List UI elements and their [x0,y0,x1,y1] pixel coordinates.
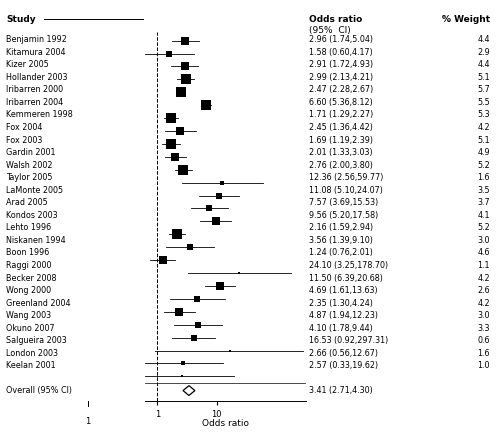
Text: 2.6: 2.6 [478,286,490,295]
Text: 1.71 (1.29,2.27): 1.71 (1.29,2.27) [309,111,373,120]
Text: 4.4: 4.4 [478,60,490,69]
Text: Odds ratio: Odds ratio [202,419,249,428]
Text: 1.0: 1.0 [478,361,490,370]
Text: 4.6: 4.6 [478,248,490,257]
Text: Arad 2005: Arad 2005 [6,198,48,207]
Text: 3.0: 3.0 [478,311,490,320]
Text: Odds ratio: Odds ratio [309,15,362,24]
Text: 4.2: 4.2 [478,123,490,132]
Text: (95%  CI): (95% CI) [309,26,351,35]
Text: 5.7: 5.7 [477,86,490,95]
Text: 6.60 (5.36,8.12): 6.60 (5.36,8.12) [309,98,373,107]
Text: Wong 2000: Wong 2000 [6,286,51,295]
Text: 7.57 (3.69,15.53): 7.57 (3.69,15.53) [309,198,378,207]
Text: 2.35 (1.30,4.24): 2.35 (1.30,4.24) [309,299,373,308]
Text: 5.5: 5.5 [477,98,490,107]
Text: 4.2: 4.2 [478,273,490,283]
Text: Fox 2004: Fox 2004 [6,123,43,132]
Text: 2.01 (1.33,3.03): 2.01 (1.33,3.03) [309,148,372,157]
Text: Iribarren 2000: Iribarren 2000 [6,86,63,95]
Text: 2.96 (1.74,5.04): 2.96 (1.74,5.04) [309,35,373,44]
Text: Salgueira 2003: Salgueira 2003 [6,336,67,345]
Text: 3.3: 3.3 [478,324,490,333]
Text: 9.56 (5.20,17.58): 9.56 (5.20,17.58) [309,211,378,220]
Text: Lehto 1996: Lehto 1996 [6,223,51,232]
Text: Iribarren 2004: Iribarren 2004 [6,98,63,107]
Text: 2.99 (2.13,4.21): 2.99 (2.13,4.21) [309,73,373,82]
Text: Taylor 2005: Taylor 2005 [6,173,52,182]
Text: 16.53 (0.92,297.31): 16.53 (0.92,297.31) [309,336,388,345]
Text: 4.87 (1.94,12.23): 4.87 (1.94,12.23) [309,311,378,320]
Text: 3.56 (1.39,9.10): 3.56 (1.39,9.10) [309,236,373,245]
Text: Hollander 2003: Hollander 2003 [6,73,68,82]
Text: Overall (95% CI): Overall (95% CI) [6,386,72,395]
Text: 0.6: 0.6 [478,336,490,345]
Text: 1.6: 1.6 [478,349,490,358]
Text: 4.1: 4.1 [478,211,490,220]
Text: LaMonte 2005: LaMonte 2005 [6,186,63,195]
Text: Wang 2003: Wang 2003 [6,311,51,320]
Text: Keelan 2001: Keelan 2001 [6,361,56,370]
Text: 1.24 (0.76,2.01): 1.24 (0.76,2.01) [309,248,373,257]
Text: Kemmeren 1998: Kemmeren 1998 [6,111,73,120]
Text: 2.66 (0.56,12.67): 2.66 (0.56,12.67) [309,349,378,358]
Text: 2.57 (0.33,19.62): 2.57 (0.33,19.62) [309,361,378,370]
Text: 3.41 (2.71,4.30): 3.41 (2.71,4.30) [309,386,373,395]
Text: 4.2: 4.2 [478,299,490,308]
Text: 5.3: 5.3 [478,111,490,120]
Text: 4.9: 4.9 [478,148,490,157]
Text: 2.47 (2.28,2.67): 2.47 (2.28,2.67) [309,86,373,95]
Text: 5.2: 5.2 [477,223,490,232]
Text: 2.45 (1.36,4.42): 2.45 (1.36,4.42) [309,123,373,132]
Text: 2.91 (1.72,4.93): 2.91 (1.72,4.93) [309,60,373,69]
Polygon shape [183,386,195,395]
Text: 2.76 (2.00,3.80): 2.76 (2.00,3.80) [309,161,373,170]
Text: 12.36 (2.56,59.77): 12.36 (2.56,59.77) [309,173,384,182]
Text: 4.4: 4.4 [478,35,490,44]
Text: Kitamura 2004: Kitamura 2004 [6,48,66,57]
Text: 4.10 (1.78,9.44): 4.10 (1.78,9.44) [309,324,373,333]
Text: 3.7: 3.7 [478,198,490,207]
Text: London 2003: London 2003 [6,349,58,358]
Text: 4.69 (1.61,13.63): 4.69 (1.61,13.63) [309,286,378,295]
Text: Study: Study [6,15,36,24]
Text: Niskanen 1994: Niskanen 1994 [6,236,66,245]
Text: 2.16 (1.59,2.94): 2.16 (1.59,2.94) [309,223,373,232]
Text: 5.2: 5.2 [477,161,490,170]
Text: 24.10 (3.25,178.70): 24.10 (3.25,178.70) [309,261,388,270]
Text: % Weight: % Weight [442,15,490,24]
Text: 3.0: 3.0 [478,236,490,245]
Text: Greenland 2004: Greenland 2004 [6,299,70,308]
Text: 1.69 (1.19,2.39): 1.69 (1.19,2.39) [309,136,373,145]
Text: 3.5: 3.5 [478,186,490,195]
Text: Kondos 2003: Kondos 2003 [6,211,58,220]
Text: 11.08 (5.10,24.07): 11.08 (5.10,24.07) [309,186,383,195]
Text: 1: 1 [85,417,90,426]
Text: 1.1: 1.1 [478,261,490,270]
Text: 1.58 (0.60,4.17): 1.58 (0.60,4.17) [309,48,373,57]
Text: 5.1: 5.1 [478,73,490,82]
Text: Boon 1996: Boon 1996 [6,248,49,257]
Text: Kizer 2005: Kizer 2005 [6,60,49,69]
Text: Gardin 2001: Gardin 2001 [6,148,56,157]
Text: Walsh 2002: Walsh 2002 [6,161,52,170]
Text: Fox 2003: Fox 2003 [6,136,43,145]
Text: Benjamin 1992: Benjamin 1992 [6,35,67,44]
Text: Okuno 2007: Okuno 2007 [6,324,54,333]
Text: 1.6: 1.6 [478,173,490,182]
Text: Raggi 2000: Raggi 2000 [6,261,52,270]
Text: 5.1: 5.1 [478,136,490,145]
Text: 11.50 (6.39,20.68): 11.50 (6.39,20.68) [309,273,383,283]
Text: 2.9: 2.9 [477,48,490,57]
Text: Becker 2008: Becker 2008 [6,273,56,283]
